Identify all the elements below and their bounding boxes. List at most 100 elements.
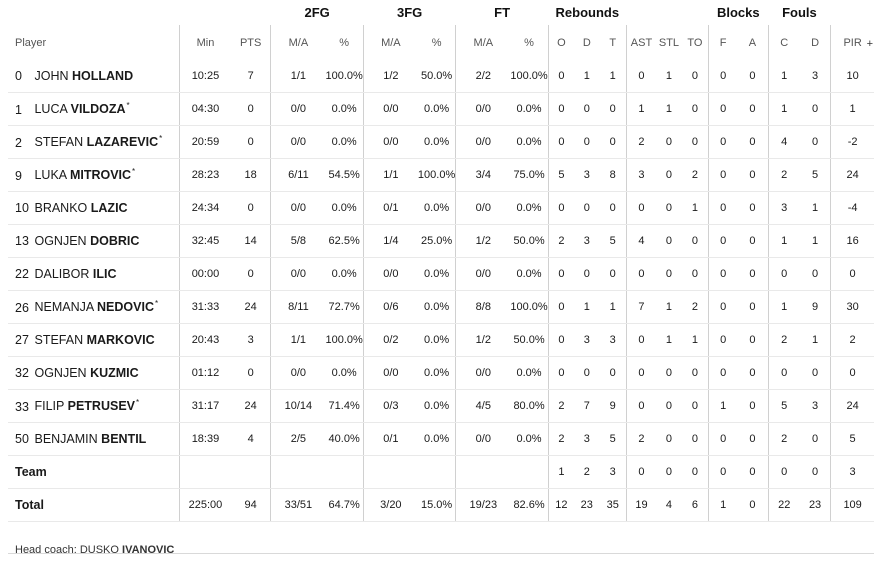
col-ft-ma: 1/2 (455, 224, 511, 258)
col-min: 00:00 (179, 257, 231, 291)
col-ft-pct: 0.0% (510, 125, 549, 159)
player-last-name[interactable]: LAZAREVIC (86, 135, 159, 150)
player-cell[interactable]: 32 OGNJEN KUZMIC (8, 356, 180, 390)
col-header-pts[interactable]: PTS (239, 36, 262, 49)
col-min: 32:45 (179, 224, 231, 258)
col-fouls-committed: 1 (767, 290, 800, 324)
player-cell[interactable]: 33 FILIP PETRUSEV* (8, 389, 180, 423)
player-last-name[interactable]: BENTIL (101, 432, 147, 446)
player-row[interactable]: 26 NEMANJA NEDOVIC* 31:33 24 8/11 72.7% 0/6 0.… (8, 290, 874, 324)
col-header-2fg-ma[interactable]: M/A (270, 25, 326, 60)
col-to: 0 (681, 60, 709, 93)
col-2fg-pct: 100.0% (325, 60, 364, 93)
player-last-name[interactable]: VILDOZA (70, 102, 126, 117)
player-last-name[interactable]: KUZMIC (90, 366, 139, 380)
col-3fg-ma: 0/0 (362, 125, 418, 159)
col-ast: 0 (625, 356, 657, 390)
col-3fg-pct: 0.0% (417, 422, 456, 456)
col-header-3fg-ma[interactable]: M/A (362, 25, 418, 60)
col-header-ft-pct[interactable]: % (524, 36, 534, 49)
player-last-name[interactable]: MARKOVIC (86, 333, 155, 347)
player-number: 0 (15, 69, 22, 83)
col-blk-for: 0 (708, 224, 738, 258)
col-header-player[interactable]: Player (15, 36, 47, 49)
head-coach-last-name[interactable]: IVANOVIC (122, 544, 175, 556)
col-2fg-ma: 0/0 (270, 125, 326, 159)
col-header-2fg-pct[interactable]: % (339, 36, 350, 49)
player-row[interactable]: 22 DALIBOR ILIC 00:00 0 0/0 0.0% 0/0 0.0% 0/0 0.… (8, 257, 874, 291)
col-fouls-committed: 2 (767, 422, 800, 456)
col-header-blk-against[interactable]: A (748, 36, 757, 49)
player-last-name[interactable]: LAZIC (90, 201, 128, 215)
player-last-name[interactable]: DOBRIC (90, 234, 140, 248)
player-row[interactable]: 2 STEFAN LAZAREVIC* 20:59 0 0/0 0.0% 0/0 0.0% 0… (8, 125, 874, 159)
player-row[interactable]: 50 BENJAMIN BENTIL 18:39 4 2/5 40.0% 0/1 0.0% 0… (8, 422, 874, 456)
player-last-name[interactable]: MITROVIC (69, 168, 132, 183)
col-header-fouls-committed[interactable]: C (767, 25, 800, 60)
col-ast: 2 (625, 125, 657, 159)
col-3fg-pct: 0.0% (417, 356, 456, 390)
col-tot-reb: 0 (599, 92, 627, 126)
player-cell[interactable]: 26 NEMANJA NEDOVIC* (8, 290, 180, 324)
player-cell[interactable]: 9 LUKA MITROVIC* (8, 158, 180, 192)
col-2fg-ma (270, 455, 326, 489)
col-pir: 109 (830, 488, 874, 522)
player-cell[interactable]: 22 DALIBOR ILIC (8, 257, 180, 291)
col-header-min[interactable]: Min (179, 25, 231, 60)
player-cell[interactable]: 0 JOHN HOLLAND (8, 60, 180, 93)
col-header-stl[interactable]: STL (658, 36, 680, 49)
player-cell[interactable]: 27 STEFAN MARKOVIC (8, 323, 180, 357)
col-header-to[interactable]: TO (687, 36, 703, 49)
col-header-tot-reb[interactable]: T (609, 36, 617, 49)
col-2fg-ma: 1/1 (270, 323, 326, 357)
player-last-name[interactable]: HOLLAND (72, 69, 134, 83)
col-ft-ma: 0/0 (455, 356, 511, 390)
col-tot-reb: 35 (599, 488, 627, 522)
col-blk-for: 0 (708, 455, 738, 489)
player-row[interactable]: 27 STEFAN MARKOVIC 20:43 3 1/1 100.0% 0/2 0.0%… (8, 323, 874, 357)
col-blk-against: 0 (737, 92, 769, 126)
col-blk-for: 0 (708, 422, 738, 456)
more-columns-icon[interactable]: + (866, 38, 873, 50)
col-ft-pct: 75.0% (510, 158, 549, 192)
player-row[interactable]: 32 OGNJEN KUZMIC 01:12 0 0/0 0.0% 0/0 0.0% 0/0 0… (8, 356, 874, 390)
player-cell[interactable]: 2 STEFAN LAZAREVIC* (8, 125, 180, 159)
player-last-name[interactable]: ILIC (92, 267, 117, 281)
col-stl: 1 (656, 323, 682, 357)
col-fouls-drawn: 0 (799, 257, 831, 291)
col-min: 01:12 (179, 356, 231, 390)
player-number: 2 (15, 135, 22, 150)
col-tot-reb: 8 (599, 158, 627, 192)
col-fouls-drawn: 0 (799, 356, 831, 390)
player-first-name: JOHN (34, 69, 69, 83)
col-pts: 24 (230, 290, 271, 324)
player-cell[interactable]: 1 LUCA VILDOZA* (8, 92, 180, 126)
col-header-pir[interactable]: PIR (830, 25, 874, 60)
player-last-name[interactable]: PETRUSEV (67, 399, 136, 414)
col-2fg-ma: 10/14 (270, 389, 326, 423)
player-number: 10 (15, 201, 29, 215)
player-cell[interactable]: 50 BENJAMIN BENTIL (8, 422, 180, 456)
col-header-off-reb[interactable]: O (547, 25, 574, 60)
player-row[interactable]: 9 LUKA MITROVIC* 28:23 18 6/11 54.5% 1/1 100.0… (8, 158, 874, 192)
col-header-fouls-drawn[interactable]: D (811, 36, 820, 49)
player-cell[interactable]: 10 BRANKO LAZIC (8, 191, 180, 225)
player-row[interactable]: 10 BRANKO LAZIC 24:34 0 0/0 0.0% 0/1 0.0% 0/0 0.… (8, 191, 874, 225)
col-header-3fg-pct[interactable]: % (431, 36, 442, 49)
col-header-ast[interactable]: AST (625, 25, 657, 60)
player-row[interactable]: 13 OGNJEN DOBRIC 32:45 14 5/8 62.5% 1/4 25.0% 1… (8, 224, 874, 258)
col-header-blk-for[interactable]: F (708, 25, 738, 60)
player-row[interactable]: 33 FILIP PETRUSEV* 31:17 24 10/14 71.4% 0/3 0.… (8, 389, 874, 423)
col-ft-ma (455, 455, 511, 489)
col-ft-ma: 8/8 (455, 290, 511, 324)
col-header-def-reb[interactable]: D (582, 36, 591, 49)
col-min: 18:39 (179, 422, 231, 456)
player-cell[interactable]: 13 OGNJEN DOBRIC (8, 224, 180, 258)
col-2fg-pct: 62.5% (325, 224, 364, 258)
player-row[interactable]: 1 LUCA VILDOZA* 04:30 0 0/0 0.0% 0/0 0.0% 0/0 0.… (8, 92, 874, 126)
col-tot-reb: 5 (599, 224, 627, 258)
col-header-ft-ma[interactable]: M/A (455, 25, 511, 60)
player-row[interactable]: 0 JOHN HOLLAND 10:25 7 1/1 100.0% 1/2 50.0% 2/2… (8, 60, 874, 93)
col-ft-pct: 50.0% (510, 323, 549, 357)
player-last-name[interactable]: NEDOVIC (97, 300, 154, 315)
